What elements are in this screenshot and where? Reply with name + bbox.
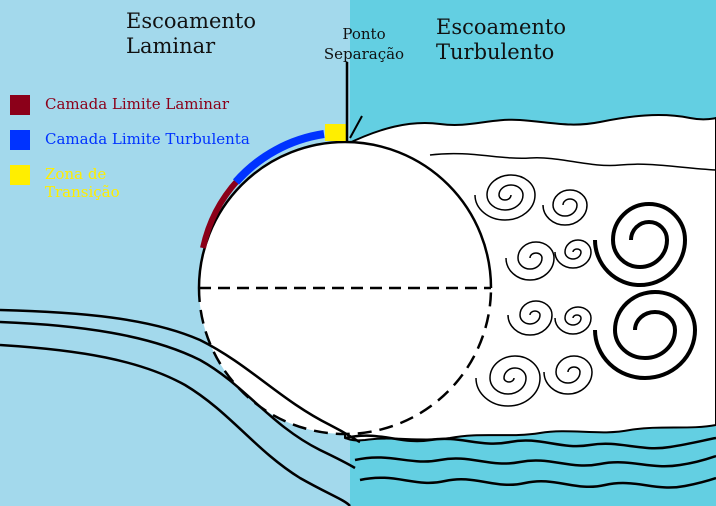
turbulent-waves [344,434,716,489]
wave-1 [344,434,716,450]
legend-transition-line-2: Transição [45,183,120,201]
turbulent-title-line-2: Turbulento [436,40,555,64]
streamline-2 [0,320,356,470]
legend-swatch-turbulent [10,130,30,150]
streamlines [0,308,361,506]
vortex-2 [542,189,588,226]
turbulent-boundary-layer [232,130,325,185]
separation-tick [349,115,363,139]
turbulent-flow-title: Escoamento Turbulento [436,15,566,65]
separation-label-line-1: Ponto [342,25,386,43]
legend-item-transition: Zona de Transição [10,165,120,201]
vortex-1 [474,174,536,221]
cylinder-outline-front [197,140,493,289]
large-vortex-lower [593,290,698,380]
wave-2 [354,454,716,468]
vortex-6 [554,306,592,335]
streamline-3 [0,343,351,506]
vortices [474,174,593,407]
wave-3 [359,476,716,489]
legend-label-transition: Zona de Transição [45,165,120,201]
legend-item-turbulent: Camada Limite Turbulenta [10,130,250,150]
legend-swatch-laminar [10,95,30,115]
laminar-title-line-2: Laminar [126,34,216,58]
large-vortex-upper [593,202,688,287]
streamline-1 [0,308,361,444]
separation-label-line-2: Separação [323,45,405,63]
legend-laminar-line-1: Camada Limite Laminar [45,95,230,113]
legend-label-turbulent: Camada Limite Turbulenta [45,130,250,148]
separation-point-label: Ponto Separação [309,24,419,64]
legend-swatch-transition [10,165,30,185]
legend-label-laminar: Camada Limite Laminar [45,95,229,113]
legend-transition-line-1: Zona de [45,165,107,183]
vortex-3 [505,241,555,281]
vortex-7 [475,355,541,407]
laminar-title-line-1: Escoamento [126,9,256,33]
turbulent-title-line-1: Escoamento [436,15,566,39]
cylinder-body [199,142,491,434]
legend-item-laminar: Camada Limite Laminar [10,95,229,115]
legend-turbulent-line-1: Camada Limite Turbulenta [45,130,250,148]
transition-zone [325,124,347,141]
upper-wake-line [429,152,716,171]
large-vortex-pair [593,202,698,380]
vortex-5 [507,300,553,336]
vortex-8 [543,355,593,395]
laminar-flow-title: Escoamento Laminar [126,9,256,59]
laminar-boundary-layer [200,177,241,249]
vortex-4 [554,239,592,269]
